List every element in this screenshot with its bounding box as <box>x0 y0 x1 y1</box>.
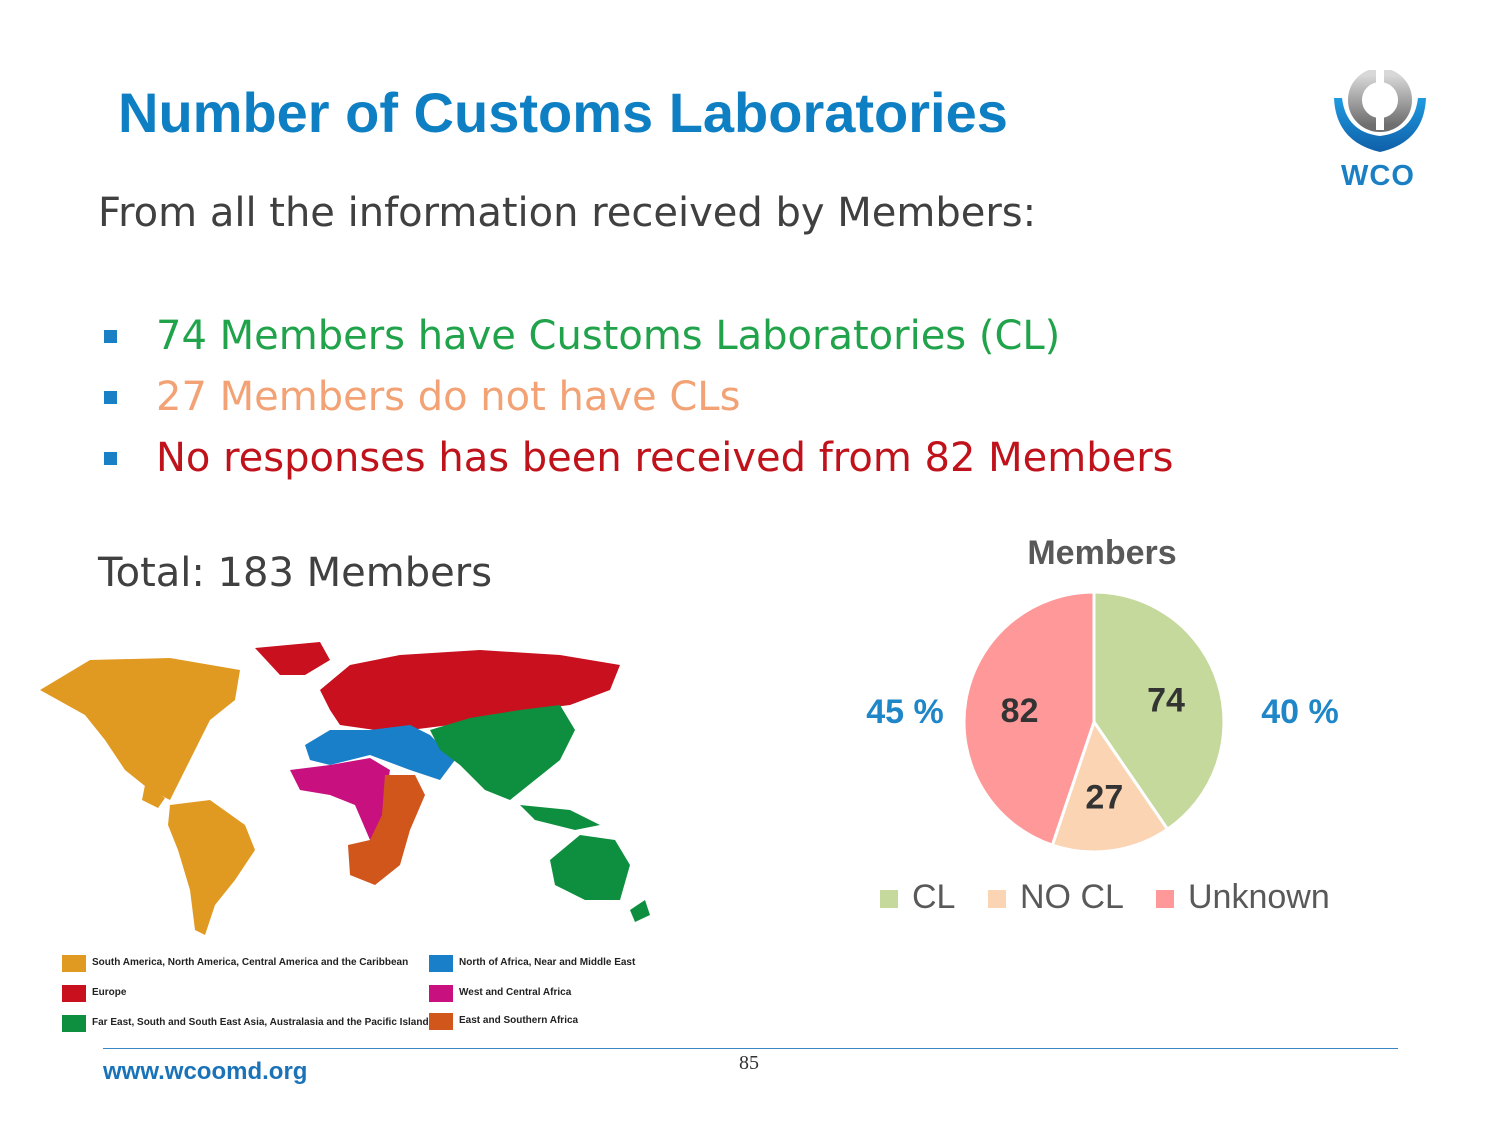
pie-value-label: 82 <box>1001 692 1039 730</box>
map-central-america <box>142 785 165 808</box>
map-north-america <box>40 658 240 800</box>
map-southeast-asia <box>520 805 600 830</box>
map-greenland <box>255 642 330 675</box>
map-legend: South America, North America, Central Am… <box>62 955 682 1040</box>
pie-legend-label: Unknown <box>1188 878 1330 916</box>
intro-text: From all the information received by Mem… <box>98 190 1037 236</box>
page-number: 85 <box>739 1052 759 1074</box>
wco-logo-icon <box>1334 70 1426 152</box>
map-west-africa <box>290 758 390 840</box>
pie-value-label: 74 <box>1147 682 1185 720</box>
pie-legend-label: CL <box>912 878 955 916</box>
pie-slice-unknown <box>962 590 1096 848</box>
pie-slice-cl <box>1092 590 1226 832</box>
map-north-africa <box>305 725 455 780</box>
legend-swatch <box>62 1015 86 1032</box>
members-pie-chart: Members 74 27 82 45 % 40 % CL NO CL Unknown <box>866 534 1339 916</box>
slide-title: Number of Customs Laboratories <box>118 81 1008 144</box>
bullet-square-icon <box>104 452 117 465</box>
pie-slices <box>962 590 1226 854</box>
pie-legend-swatch <box>988 890 1006 908</box>
map-europe <box>320 650 620 730</box>
world-regions-map <box>40 642 650 935</box>
map-east-africa <box>348 775 425 885</box>
pie-legend: CL NO CL Unknown <box>880 878 1330 916</box>
pie-labels: 74 27 82 <box>1001 682 1185 817</box>
pct-label-left: 45 % <box>866 693 944 731</box>
legend-swatch <box>429 1013 453 1030</box>
footer-url[interactable]: www.wcoomd.org <box>103 1058 308 1085</box>
pie-legend-swatch <box>1156 890 1174 908</box>
legend-swatch <box>429 985 453 1002</box>
map-new-zealand <box>630 900 650 922</box>
legend-swatch <box>429 955 453 972</box>
total-text: Total: 183 Members <box>98 550 493 596</box>
pct-label-right: 40 % <box>1261 693 1339 731</box>
bullet-square-icon <box>104 330 117 343</box>
pie-slice-no-cl <box>1050 718 1170 854</box>
pie-value-label: 27 <box>1085 779 1123 817</box>
legend-swatch <box>62 955 86 972</box>
pie-legend-label: NO CL <box>1020 878 1124 916</box>
footer-divider <box>103 1048 1398 1049</box>
wco-logo-text: WCO <box>1341 160 1415 192</box>
map-asia <box>430 705 575 800</box>
chart-title: Members <box>1027 534 1176 572</box>
map-south-america <box>168 800 255 935</box>
bullet-square-icon <box>104 391 117 404</box>
map-australia <box>550 835 630 900</box>
pie-legend-swatch <box>880 890 898 908</box>
legend-swatch <box>62 985 86 1002</box>
